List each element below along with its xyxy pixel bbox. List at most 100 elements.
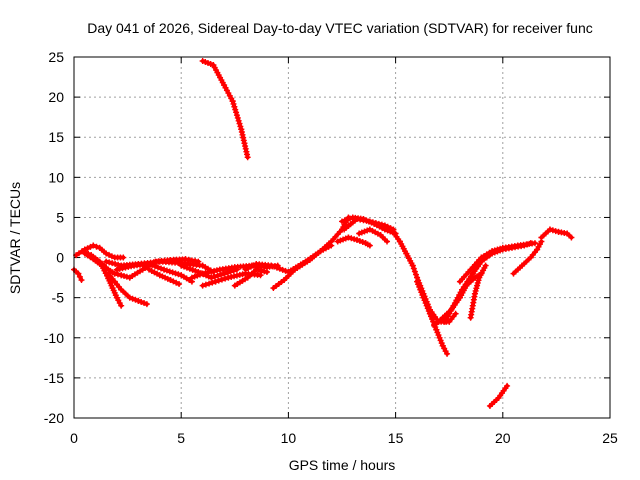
data-point bbox=[186, 265, 193, 272]
data-point bbox=[112, 260, 119, 267]
series-arc-22 bbox=[414, 278, 451, 357]
data-point bbox=[129, 295, 136, 302]
data-point bbox=[141, 300, 148, 307]
data-point bbox=[75, 270, 82, 277]
data-point bbox=[155, 264, 162, 271]
data-point bbox=[282, 267, 289, 274]
data-point bbox=[195, 258, 202, 265]
data-point bbox=[189, 266, 196, 273]
data-point bbox=[176, 281, 183, 288]
data-point bbox=[93, 243, 100, 250]
data-point bbox=[135, 297, 142, 304]
data-point bbox=[118, 302, 125, 309]
data-point bbox=[276, 265, 283, 272]
data-point bbox=[234, 114, 241, 121]
data-point bbox=[354, 236, 361, 243]
data-point bbox=[169, 269, 176, 276]
chart-title: Day 041 of 2026, Sidereal Day-to-day VTE… bbox=[87, 20, 593, 36]
data-point bbox=[412, 271, 419, 278]
data-point bbox=[163, 267, 170, 274]
data-point bbox=[178, 262, 185, 269]
x-tick-label: 10 bbox=[281, 430, 297, 446]
data-point bbox=[411, 268, 418, 275]
data-point bbox=[166, 268, 173, 275]
plot-frame bbox=[73, 56, 611, 419]
y-tick-label: -20 bbox=[44, 410, 64, 426]
data-point bbox=[120, 254, 127, 261]
data-point bbox=[192, 267, 199, 274]
data-point bbox=[221, 270, 228, 277]
data-point bbox=[109, 260, 116, 267]
data-point bbox=[369, 219, 376, 226]
data-point bbox=[111, 270, 118, 277]
data-point bbox=[212, 278, 219, 285]
data-point bbox=[410, 265, 417, 272]
data-point bbox=[103, 258, 110, 265]
data-point bbox=[366, 218, 373, 225]
data-point bbox=[568, 234, 575, 241]
series-arc-28 bbox=[510, 238, 545, 277]
data-point bbox=[90, 242, 97, 249]
y-tick-label: -5 bbox=[52, 290, 65, 306]
data-point bbox=[237, 123, 244, 130]
data-point bbox=[106, 259, 113, 266]
data-point bbox=[209, 279, 216, 286]
series-arc-17 bbox=[334, 234, 373, 249]
data-point bbox=[444, 350, 451, 357]
x-tick-label: 15 bbox=[388, 430, 404, 446]
data-point bbox=[161, 266, 168, 273]
data-point bbox=[215, 277, 222, 284]
series-arc-26 bbox=[467, 262, 489, 321]
series-arc-27 bbox=[486, 382, 511, 409]
series-arc-05 bbox=[105, 270, 150, 308]
data-point bbox=[351, 236, 358, 243]
data-point bbox=[257, 272, 264, 279]
data-point bbox=[384, 238, 391, 245]
series-arc-21 bbox=[388, 226, 459, 325]
data-point bbox=[202, 281, 209, 288]
y-tick-label: -15 bbox=[44, 370, 64, 386]
data-point bbox=[236, 120, 243, 127]
x-tick-label: 20 bbox=[495, 430, 511, 446]
y-tick-label: 15 bbox=[48, 129, 64, 145]
data-point bbox=[143, 301, 150, 308]
data-point bbox=[378, 221, 385, 228]
data-point bbox=[232, 106, 239, 113]
x-tick-label: 5 bbox=[177, 430, 185, 446]
series-arc-19 bbox=[341, 216, 397, 233]
y-tick-label: -10 bbox=[44, 330, 64, 346]
data-point bbox=[206, 280, 213, 287]
data-point bbox=[172, 270, 179, 277]
data-point bbox=[359, 239, 366, 246]
data-point bbox=[233, 112, 240, 119]
data-point bbox=[273, 264, 280, 271]
data-point bbox=[366, 242, 373, 249]
data-point bbox=[504, 382, 511, 389]
data-point bbox=[222, 275, 229, 282]
data-point bbox=[217, 271, 224, 278]
data-point bbox=[211, 273, 218, 280]
series-arc-02 bbox=[73, 242, 127, 261]
series-arc-20 bbox=[356, 226, 391, 245]
series-arc-01 bbox=[71, 266, 85, 284]
data-point bbox=[158, 265, 165, 272]
data-point bbox=[118, 272, 125, 279]
data-point bbox=[271, 263, 278, 270]
y-tick-label: 20 bbox=[48, 89, 64, 105]
data-point bbox=[268, 262, 275, 269]
data-point bbox=[208, 274, 215, 281]
data-point bbox=[214, 272, 221, 279]
data-point bbox=[233, 109, 240, 116]
data-point bbox=[452, 310, 459, 317]
x-tick-label: 25 bbox=[602, 430, 618, 446]
data-series bbox=[71, 58, 575, 409]
data-point bbox=[132, 296, 139, 303]
series-arc-09 bbox=[146, 266, 183, 288]
data-point bbox=[356, 237, 363, 244]
data-point bbox=[348, 235, 355, 242]
data-point bbox=[183, 264, 190, 271]
data-point bbox=[121, 273, 128, 280]
data-point bbox=[218, 276, 225, 283]
data-point bbox=[230, 100, 237, 107]
series-arc-16 bbox=[270, 242, 335, 292]
